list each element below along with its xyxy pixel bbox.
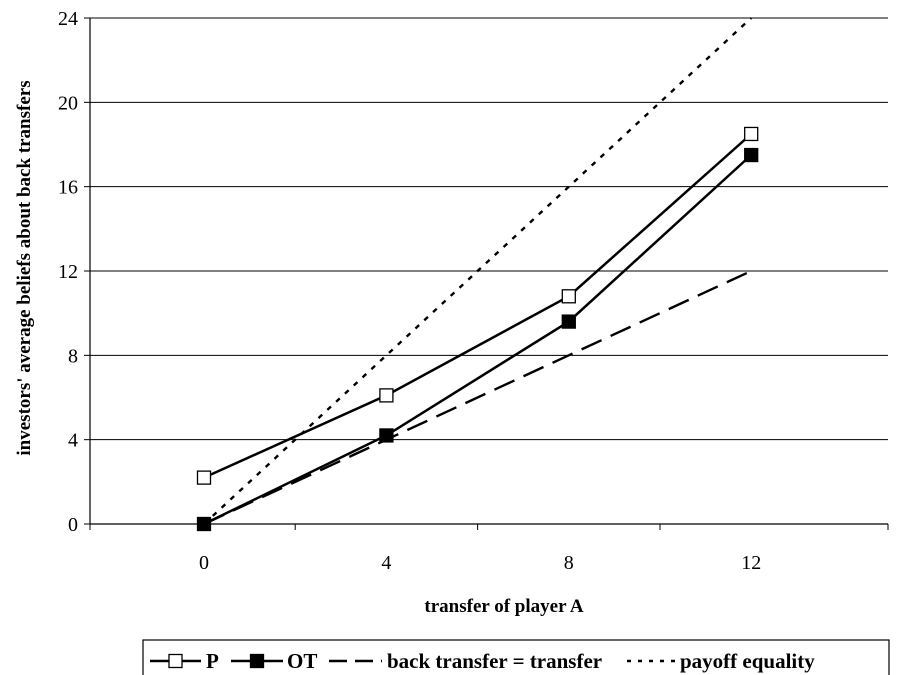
point-ot-0 [196,516,212,532]
y-tick-label: 12 [58,261,78,283]
x-tick-label: 4 [381,552,391,574]
y-tick-label: 8 [68,345,78,367]
legend-label-back-transfer-transfer: back transfer = transfer [387,649,602,673]
point-p-12 [744,126,759,142]
legend-marker-ot [249,653,265,669]
legend-label-payoff-equality: payoff equality [680,649,815,673]
y-axis-title: investors' average beliefs about back tr… [14,80,35,455]
point-ot-12 [744,147,759,163]
x-tick-label: 8 [564,552,574,574]
x-axis-title: transfer of player A [424,596,583,617]
legend: P OT back transfer = transfer payoff equali… [142,639,890,675]
y-tick-label: 0 [68,514,78,536]
axes [84,17,889,530]
series-line-p [203,133,753,479]
y-tick-label: 24 [58,8,78,30]
y-tick-label: 20 [58,92,78,114]
series-line-payoff-equality [203,17,753,525]
point-ot-4 [379,428,394,443]
legend-items: P OT back transfer = transfer payoff equali… [150,649,815,673]
series-lines [203,17,753,526]
grid-lines [90,17,888,441]
legend-box [142,639,890,675]
point-p-0 [196,470,212,485]
y-tick-label: 16 [58,177,78,199]
point-p-8 [561,289,576,304]
series-line-ot [203,154,753,526]
legend-label-p: P [206,649,219,673]
y-tick-label: 4 [68,430,78,452]
point-p-4 [379,388,394,403]
x-tick-label: 0 [199,552,209,574]
series-markers [196,126,759,532]
legend-marker-p [168,653,183,669]
tick-labels: 0 4 8 12 16 20 24 0 4 8 12 [58,8,761,574]
x-tick-label: 12 [741,552,761,574]
point-ot-8 [561,314,576,329]
series-line-back-transfer-transfer [203,269,752,526]
legend-label-ot: OT [287,649,317,673]
